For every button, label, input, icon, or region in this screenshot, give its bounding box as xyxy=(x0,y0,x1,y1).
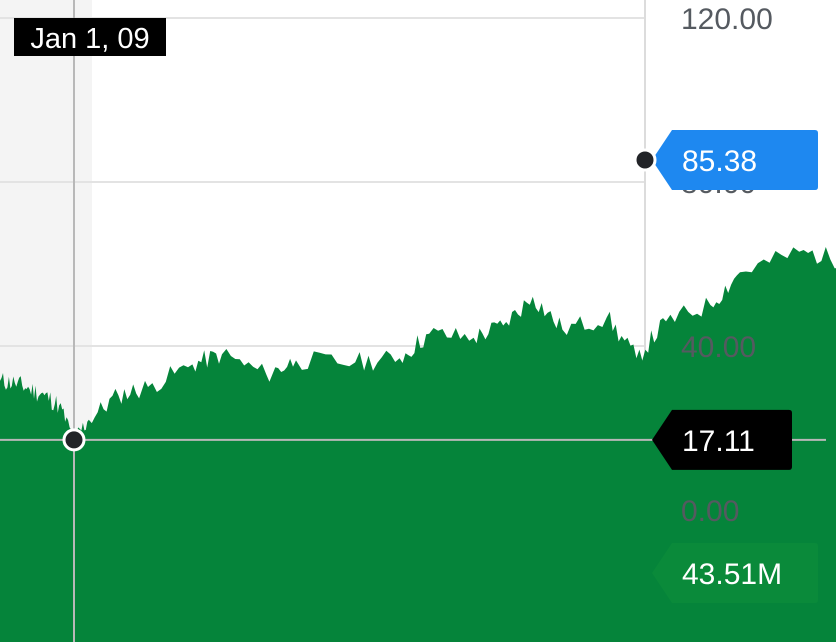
last-price-tag: 85.38 xyxy=(652,129,818,190)
crosshair-price-tag: 17.11 xyxy=(652,409,792,470)
y-tick-label-1: 40.00 xyxy=(681,331,756,364)
volume-tag: 43.51M xyxy=(652,543,818,603)
y-axis-labels: 0.00 40.00 80.00 120.00 xyxy=(681,3,773,528)
volume-value: 43.51M xyxy=(682,558,782,591)
last-price-marker xyxy=(633,148,657,172)
y-tick-label-0: 0.00 xyxy=(681,495,739,528)
crosshair-price-value: 17.11 xyxy=(682,425,755,458)
crosshair-marker[interactable] xyxy=(62,428,86,452)
crosshair-date-tag: Jan 1, 09 xyxy=(14,18,166,56)
y-tick-label-3: 120.00 xyxy=(681,3,773,36)
volume-tag-background xyxy=(652,543,818,603)
last-price-value: 85.38 xyxy=(682,145,757,178)
crosshair-price-tag-background xyxy=(652,409,792,470)
price-area xyxy=(0,247,836,642)
last-price-tag-background xyxy=(652,129,818,190)
crosshair-date-label: Jan 1, 09 xyxy=(30,23,149,55)
crosshair-date-background xyxy=(14,18,166,56)
